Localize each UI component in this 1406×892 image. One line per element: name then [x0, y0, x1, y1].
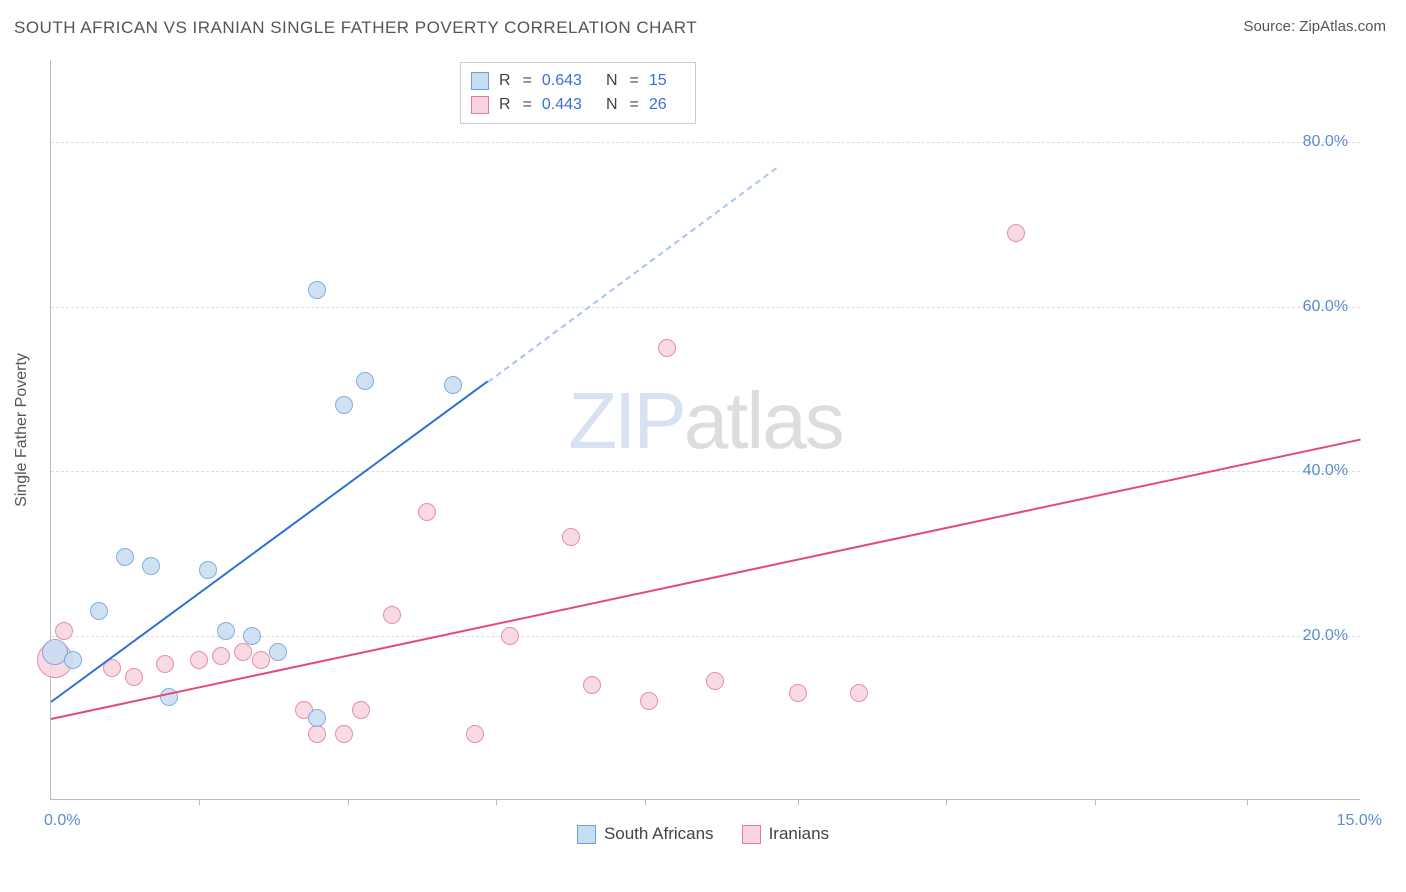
correlation-legend: R = 0.643 N = 15 R = 0.443 N = 26: [460, 62, 696, 124]
legend-item-1: Iranians: [742, 824, 829, 844]
data-point: [217, 622, 235, 640]
legend-bottom-label-1: Iranians: [769, 824, 829, 844]
data-point: [269, 643, 287, 661]
legend-n-value-0: 15: [649, 72, 667, 90]
data-point: [234, 643, 252, 661]
gridline: [51, 142, 1360, 143]
data-point: [850, 684, 868, 702]
y-tick-label: 40.0%: [1303, 462, 1348, 480]
legend-n-value-1: 26: [649, 96, 667, 114]
legend-item-0: South Africans: [577, 824, 714, 844]
legend-n-label: N: [606, 96, 618, 114]
data-point: [156, 655, 174, 673]
x-tick-mark: [348, 799, 349, 805]
data-point: [142, 557, 160, 575]
data-point: [199, 561, 217, 579]
data-point: [706, 672, 724, 690]
legend-swatch-0: [471, 72, 489, 90]
chart-title: SOUTH AFRICAN VS IRANIAN SINGLE FATHER P…: [14, 18, 697, 38]
data-point: [562, 528, 580, 546]
data-point: [335, 725, 353, 743]
data-point: [640, 692, 658, 710]
source-attribution: Source: ZipAtlas.com: [1243, 18, 1386, 35]
legend-row-series-0: R = 0.643 N = 15: [471, 69, 681, 93]
plot-area: ZIPatlas 20.0% 40.0% 60.0% 80.0%: [50, 60, 1360, 800]
x-tick-mark: [1247, 799, 1248, 805]
data-point: [308, 281, 326, 299]
watermark-zip: ZIP: [568, 375, 683, 464]
data-point: [583, 676, 601, 694]
equals-sign: =: [630, 72, 639, 90]
data-point: [335, 396, 353, 414]
data-point: [252, 651, 270, 669]
data-point: [501, 627, 519, 645]
equals-sign: =: [523, 96, 532, 114]
legend-row-series-1: R = 0.443 N = 26: [471, 93, 681, 117]
data-point: [1007, 224, 1025, 242]
gridline: [51, 307, 1360, 308]
x-tick-mark: [645, 799, 646, 805]
data-point: [658, 339, 676, 357]
gridline: [51, 471, 1360, 472]
watermark-atlas: atlas: [684, 375, 843, 464]
series-legend: South Africans Iranians: [0, 824, 1406, 844]
legend-r-label: R: [499, 96, 511, 114]
data-point: [383, 606, 401, 624]
x-tick-mark: [199, 799, 200, 805]
data-point: [212, 647, 230, 665]
y-tick-label: 80.0%: [1303, 133, 1348, 151]
legend-swatch-1: [471, 96, 489, 114]
legend-bottom-swatch-0: [577, 825, 596, 844]
y-axis-title: Single Father Poverty: [13, 353, 31, 507]
watermark: ZIPatlas: [568, 374, 842, 466]
data-point: [444, 376, 462, 394]
x-tick-mark: [946, 799, 947, 805]
y-tick-label: 20.0%: [1303, 627, 1348, 645]
equals-sign: =: [523, 72, 532, 90]
x-tick-mark: [1095, 799, 1096, 805]
trend-line-extension: [487, 167, 776, 382]
data-point: [190, 651, 208, 669]
data-point: [308, 725, 326, 743]
x-tick-mark: [798, 799, 799, 805]
data-point: [243, 627, 261, 645]
data-point: [356, 372, 374, 390]
data-point: [125, 668, 143, 686]
data-point: [90, 602, 108, 620]
legend-r-label: R: [499, 72, 511, 90]
data-point: [789, 684, 807, 702]
data-point: [55, 622, 73, 640]
legend-r-value-0: 0.643: [542, 72, 582, 90]
data-point: [308, 709, 326, 727]
legend-bottom-label-0: South Africans: [604, 824, 714, 844]
data-point: [64, 651, 82, 669]
data-point: [418, 503, 436, 521]
correlation-chart: { "title": "SOUTH AFRICAN VS IRANIAN SIN…: [0, 0, 1406, 892]
data-point: [466, 725, 484, 743]
y-tick-label: 60.0%: [1303, 298, 1348, 316]
legend-bottom-swatch-1: [742, 825, 761, 844]
x-tick-mark: [496, 799, 497, 805]
legend-n-label: N: [606, 72, 618, 90]
data-point: [352, 701, 370, 719]
equals-sign: =: [630, 96, 639, 114]
data-point: [116, 548, 134, 566]
legend-r-value-1: 0.443: [542, 96, 582, 114]
